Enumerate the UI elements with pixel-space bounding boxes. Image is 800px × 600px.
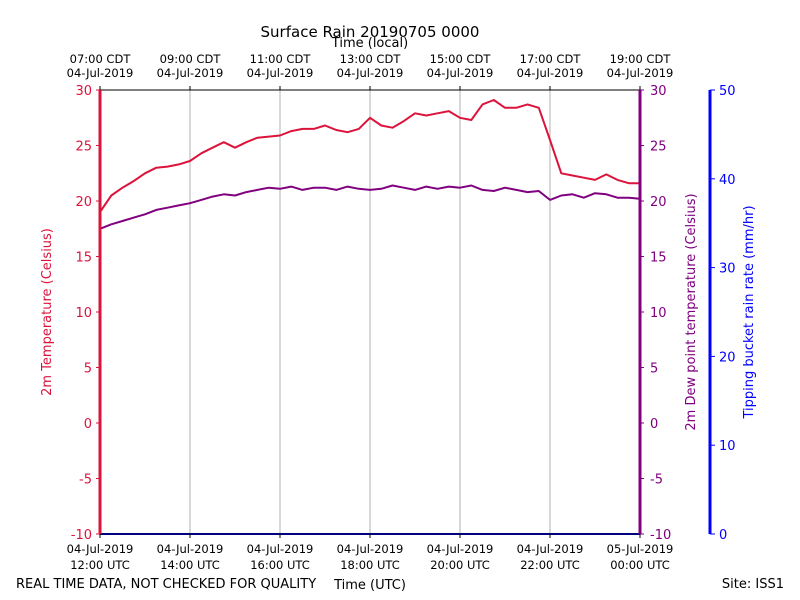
dewpoint-tick-label: 25 [650, 140, 667, 155]
rain-tick-label: 20 [719, 350, 736, 365]
utc-tick-date: 04-Jul-2019 [247, 542, 314, 556]
local-tick-time: 07:00 CDT [70, 52, 132, 66]
utc-tick-time: 00:00 UTC [610, 558, 670, 572]
rain-tick-label: 50 [719, 84, 736, 99]
temperature-tick-label: 30 [75, 84, 92, 99]
utc-tick-date: 04-Jul-2019 [67, 542, 134, 556]
right-inner-axis-label: 2m Dew point temperature (Celsius) [684, 193, 699, 430]
utc-tick-time: 14:00 UTC [160, 558, 220, 572]
utc-tick-date: 04-Jul-2019 [157, 542, 224, 556]
utc-tick-time: 16:00 UTC [250, 558, 310, 572]
utc-tick-time: 20:00 UTC [430, 558, 490, 572]
temperature-tick-label: 15 [75, 251, 92, 266]
temperature-tick-label: 10 [75, 306, 92, 321]
dewpoint-tick-label: 20 [650, 195, 667, 210]
temperature-tick-label: -10 [71, 528, 92, 543]
site-label: Site: ISS1 [722, 577, 784, 592]
bottom-axis-label: Time (UTC) [333, 578, 406, 593]
tick-labels: -10 -10 -5 -5 0 0 5 5 10 10 15 15 20 20 25 25 30 30 0 10 20 3… [67, 52, 736, 572]
utc-tick-time: 22:00 UTC [520, 558, 580, 572]
quality-note: REAL TIME DATA, NOT CHECKED FOR QUALITY [16, 577, 316, 592]
dewpoint-tick-label: -5 [650, 473, 663, 488]
temperature-tick-label: 5 [84, 362, 92, 377]
dewpoint-line [99, 184, 641, 230]
local-tick-date: 04-Jul-2019 [157, 66, 224, 80]
utc-tick-date: 04-Jul-2019 [427, 542, 494, 556]
local-tick-date: 04-Jul-2019 [337, 66, 404, 80]
utc-tick-date: 05-Jul-2019 [607, 542, 674, 556]
utc-tick-date: 04-Jul-2019 [517, 542, 584, 556]
local-tick-time: 15:00 CDT [430, 52, 492, 66]
local-tick-date: 04-Jul-2019 [67, 66, 134, 80]
utc-tick-date: 04-Jul-2019 [337, 542, 404, 556]
utc-tick-time: 18:00 UTC [340, 558, 400, 572]
grid-lines [189, 90, 551, 534]
local-tick-time: 13:00 CDT [340, 52, 402, 66]
temperature-tick-label: 25 [75, 140, 92, 155]
temperature-tick-label: 20 [75, 195, 92, 210]
local-tick-date: 04-Jul-2019 [247, 66, 314, 80]
temperature-line [99, 99, 640, 213]
utc-tick-time: 12:00 UTC [70, 558, 130, 572]
local-tick-date: 04-Jul-2019 [427, 66, 494, 80]
rain-tick-label: 0 [719, 528, 727, 543]
left-axis-label: 2m Temperature (Celsius) [40, 228, 55, 396]
chart-title: Surface Rain 20190705 0000 [261, 23, 480, 41]
rain-tick-label: 40 [719, 173, 736, 188]
dewpoint-tick-label: 10 [650, 306, 667, 321]
local-tick-date: 04-Jul-2019 [607, 66, 674, 80]
top-axis-label: Time (local) [331, 36, 408, 51]
dewpoint-tick-label: -10 [650, 528, 671, 543]
local-tick-time: 17:00 CDT [520, 52, 582, 66]
axes [98, 89, 712, 535]
rain-tick-label: 10 [719, 439, 736, 454]
local-tick-date: 04-Jul-2019 [517, 66, 584, 80]
temperature-tick-label: 0 [84, 417, 92, 432]
local-tick-time: 19:00 CDT [610, 52, 672, 66]
rain-tick-label: 30 [719, 262, 736, 277]
dewpoint-tick-label: 15 [650, 251, 667, 266]
right-outer-axis-label: Tipping bucket rain rate (mm/hr) [742, 205, 757, 419]
dewpoint-tick-label: 0 [650, 417, 658, 432]
dewpoint-tick-label: 5 [650, 362, 658, 377]
local-tick-time: 09:00 CDT [160, 52, 222, 66]
local-tick-time: 11:00 CDT [250, 52, 312, 66]
temperature-tick-label: -5 [79, 473, 92, 488]
dewpoint-tick-label: 30 [650, 84, 667, 99]
